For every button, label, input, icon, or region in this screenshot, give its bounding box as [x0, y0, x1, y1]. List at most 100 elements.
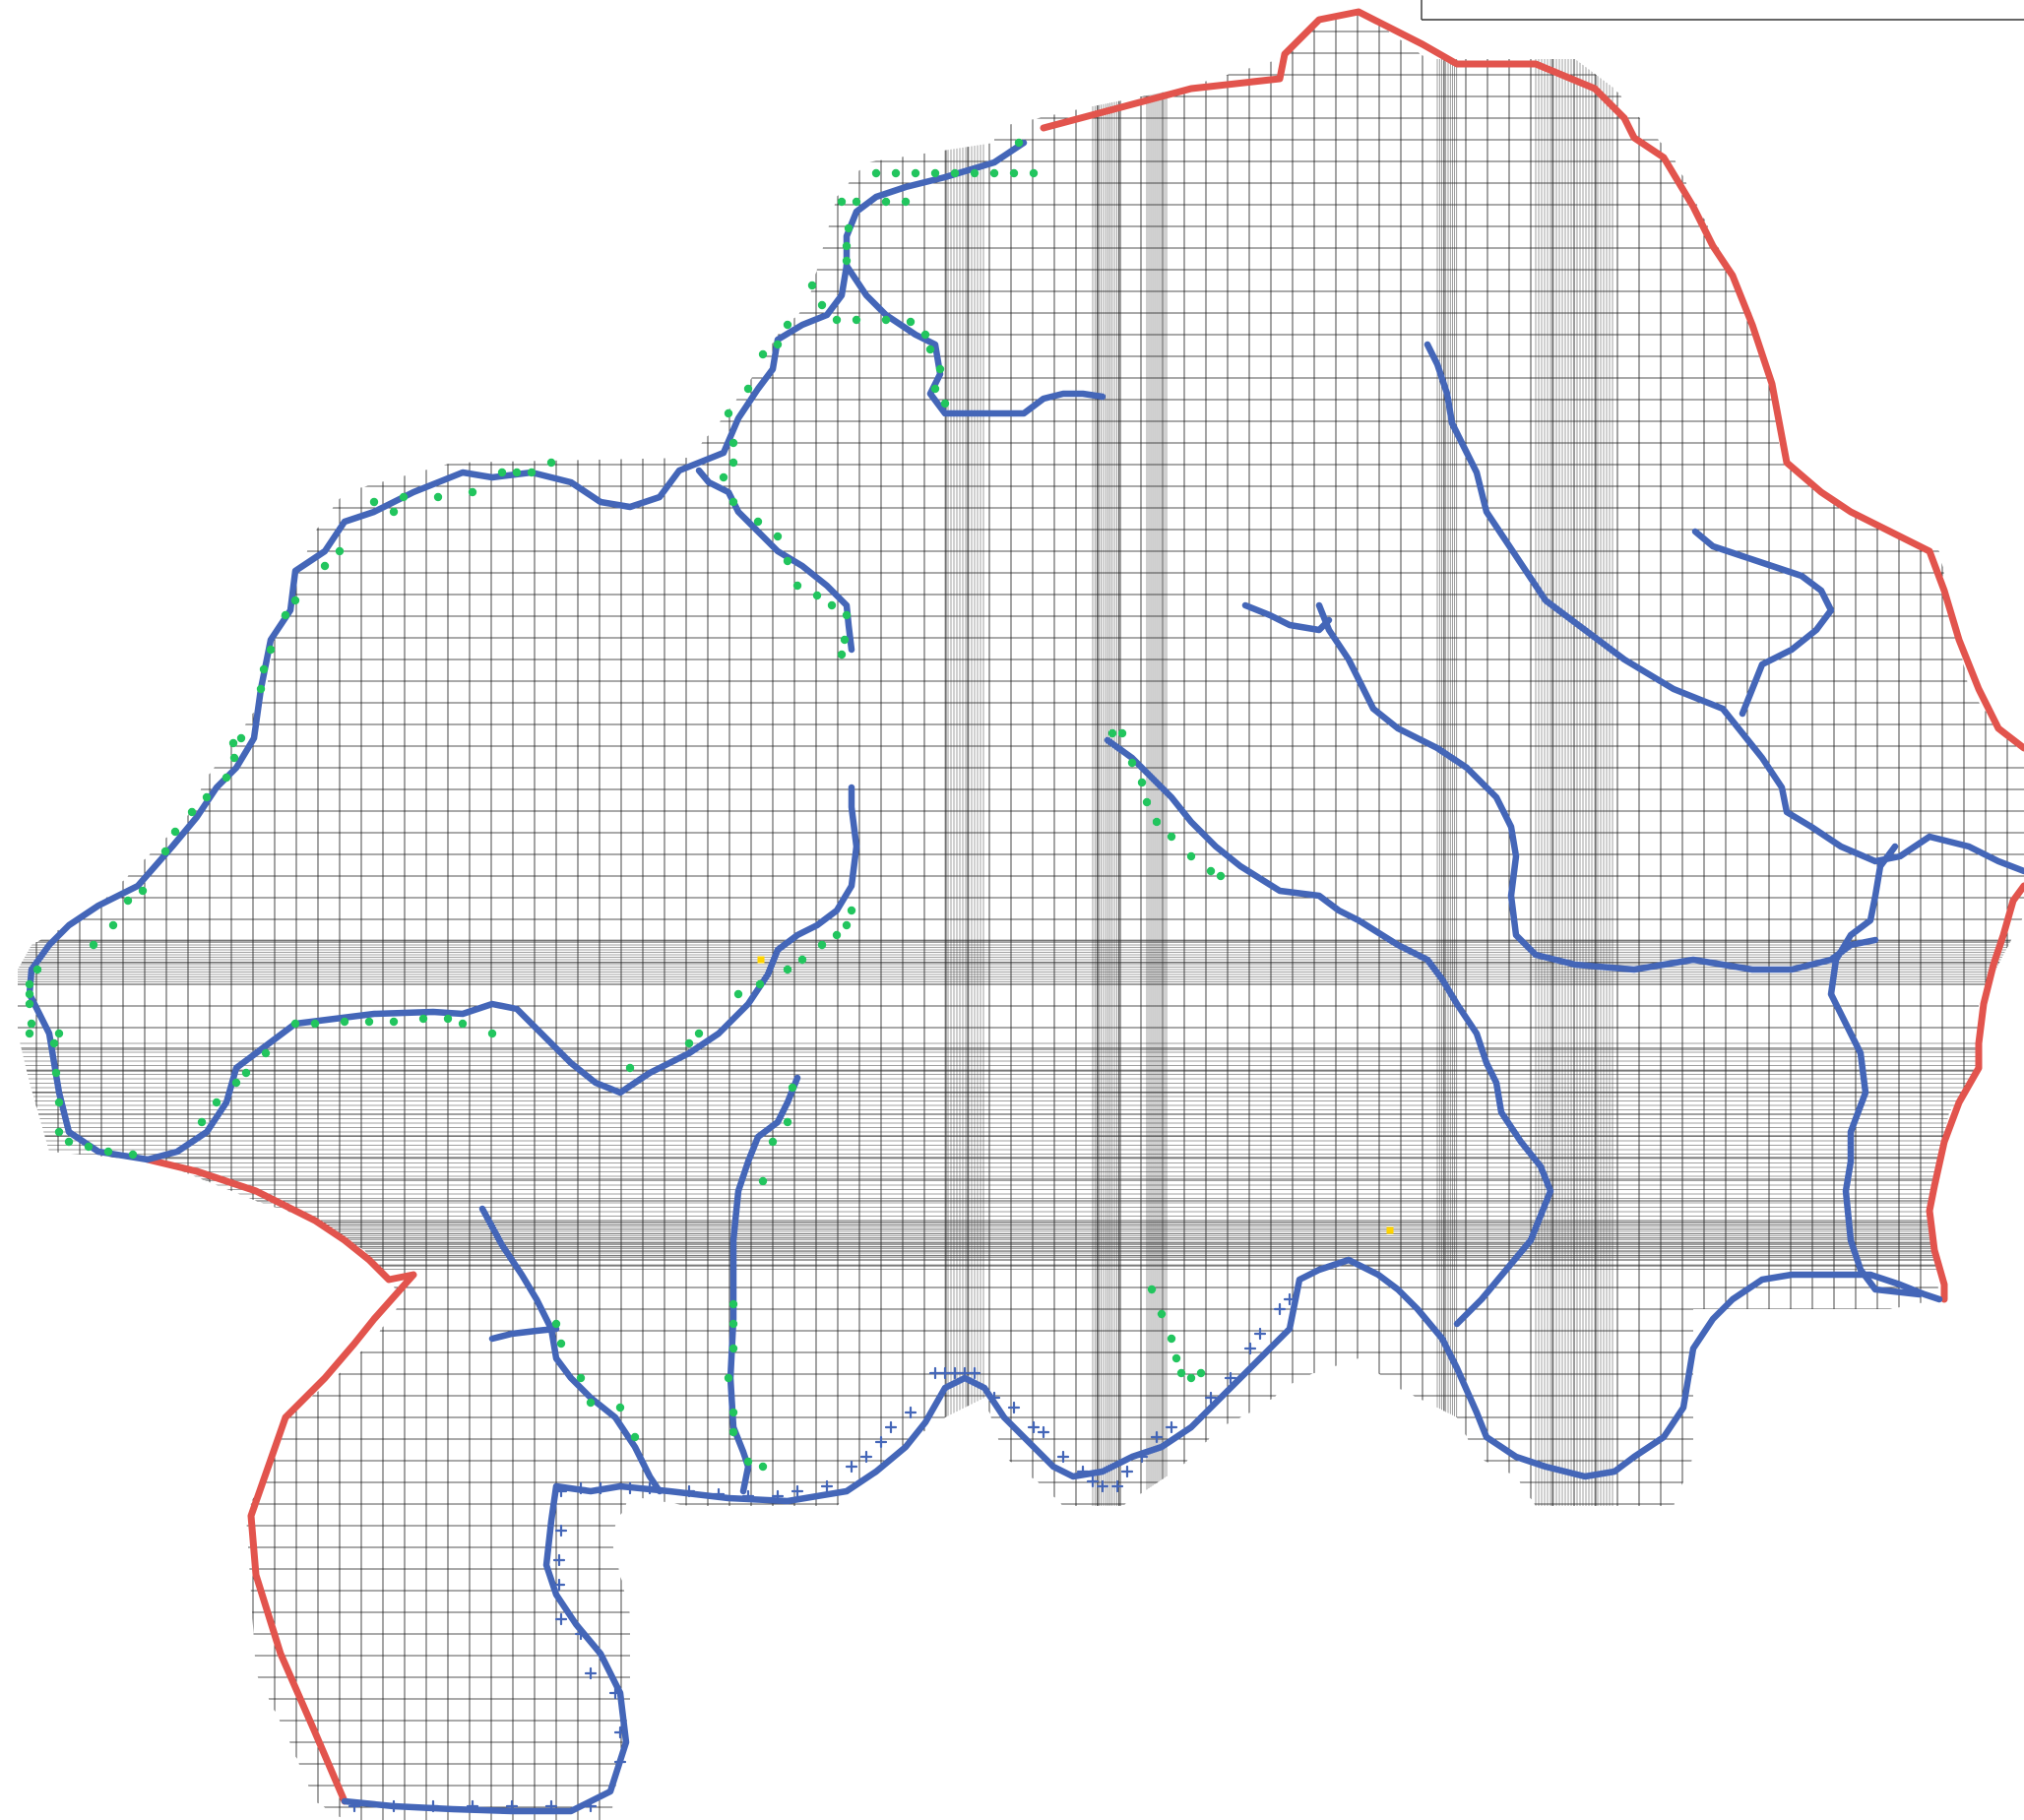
green-circle-icon [576, 1373, 586, 1383]
blue-plus-icon [554, 1524, 568, 1538]
green-circle-icon [1216, 871, 1226, 881]
blue-plus-icon [938, 1366, 952, 1380]
river-southern-mainstem [616, 1256, 1943, 1505]
green-circle-icon [847, 906, 856, 915]
river-east-return [1827, 843, 1924, 1298]
green-circle-icon [743, 384, 753, 394]
green-circle-icon [758, 1176, 768, 1186]
green-circle-icon [773, 340, 783, 349]
green-circle-icon [458, 1019, 468, 1029]
yellow-square-icon [1386, 1226, 1394, 1234]
green-circle-icon [871, 168, 881, 178]
blue-plus-icon [1037, 1425, 1050, 1439]
green-circle-icon [586, 1398, 596, 1408]
green-circle-icon [1107, 728, 1117, 738]
green-circle-icon [842, 241, 852, 251]
green-circle-icon [1029, 168, 1039, 178]
green-circle-icon [51, 1068, 61, 1078]
green-circle-icon [160, 847, 170, 856]
green-circle-icon [123, 896, 133, 906]
green-circle-icon [950, 168, 960, 178]
blue-plus-icon [948, 1366, 962, 1380]
green-circle-icon [783, 965, 792, 974]
green-circle-icon [1196, 1368, 1206, 1378]
blue-plus-icon [1204, 1391, 1218, 1405]
green-circle-icon [551, 1319, 561, 1329]
green-circle-icon [433, 492, 443, 502]
green-circle-icon [310, 1019, 320, 1029]
green-circle-icon [728, 1344, 738, 1353]
green-circle-icon [1152, 817, 1162, 827]
green-circle-icon [1014, 138, 1024, 148]
blue-plus-icon [1027, 1420, 1041, 1434]
green-circle-icon [812, 591, 822, 600]
blue-plus-icon [712, 1487, 726, 1501]
river-northwest-branch [26, 139, 1028, 1163]
green-circle-icon [783, 1117, 792, 1127]
green-circle-icon [25, 979, 34, 989]
green-circle-icon [170, 827, 180, 837]
blue-plus-icon [1086, 1475, 1100, 1488]
blue-plus-icon [608, 1686, 622, 1700]
green-circle-icon [694, 1029, 704, 1038]
green-circle-icon [615, 1403, 625, 1412]
green-circle-icon [229, 753, 239, 763]
green-circle-icon [1117, 728, 1127, 738]
green-circle-icon [335, 546, 345, 556]
green-circle-icon [1167, 1334, 1176, 1344]
blue-plus-icon [884, 1420, 898, 1434]
green-circle-icon [724, 1373, 733, 1383]
blue-plus-icon [741, 1489, 755, 1503]
green-circle-icon [925, 345, 935, 354]
green-circle-icon [783, 556, 792, 566]
river-northeast-loop [1691, 528, 1835, 718]
green-circle-icon [443, 1014, 453, 1024]
green-circle-icon [1127, 758, 1137, 768]
green-circle-icon [817, 940, 827, 950]
blue-plus-icon [505, 1799, 519, 1813]
green-circle-icon [1147, 1285, 1157, 1294]
green-circle-icon [733, 989, 743, 999]
green-circle-icon [783, 320, 792, 330]
blue-plus-icon [1056, 1450, 1070, 1464]
green-circle-icon [418, 1014, 428, 1024]
green-circle-icon [236, 733, 246, 743]
green-circle-icon [970, 168, 980, 178]
green-circle-icon [369, 497, 379, 507]
model-boundary [144, 8, 2024, 1805]
green-circle-icon [724, 408, 733, 418]
blue-plus-icon [613, 1726, 627, 1739]
blue-plus-icon [1253, 1327, 1267, 1341]
green-circle-icon [719, 472, 728, 482]
green-circle-icon [340, 1017, 349, 1027]
green-circle-icon [844, 223, 854, 233]
green-circle-icon [1142, 797, 1152, 807]
blue-plus-icon [859, 1450, 873, 1464]
green-circle-icon [1171, 1353, 1181, 1363]
green-circle-icon [54, 1127, 64, 1137]
green-circle-icon [837, 197, 847, 207]
blue-plus-icon [623, 1481, 637, 1495]
green-circle-icon [881, 315, 891, 325]
green-circle-icon [25, 999, 34, 1009]
green-circle-icon [1157, 1309, 1167, 1319]
green-circle-icon [259, 664, 269, 674]
boundary-south-west [144, 1156, 417, 1805]
green-circle-icon [389, 507, 399, 517]
green-circle-icon [728, 1408, 738, 1417]
blue-plus-icon [1243, 1342, 1257, 1355]
green-circle-icon [837, 650, 847, 659]
green-circle-icon [792, 581, 802, 591]
blue-plus-icon [584, 1666, 598, 1680]
green-circle-icon [906, 317, 916, 327]
yellow-square-icon [757, 956, 765, 964]
green-circle-icon [487, 1029, 497, 1038]
blue-plus-icon [574, 1481, 588, 1495]
green-circle-icon [212, 1098, 221, 1107]
green-circle-icon [930, 168, 940, 178]
blue-plus-icon [928, 1366, 942, 1380]
blue-plus-icon [643, 1481, 657, 1495]
green-circle-icon [989, 168, 999, 178]
blue-plus-icon [552, 1553, 566, 1567]
blue-plus-icon [771, 1489, 785, 1503]
